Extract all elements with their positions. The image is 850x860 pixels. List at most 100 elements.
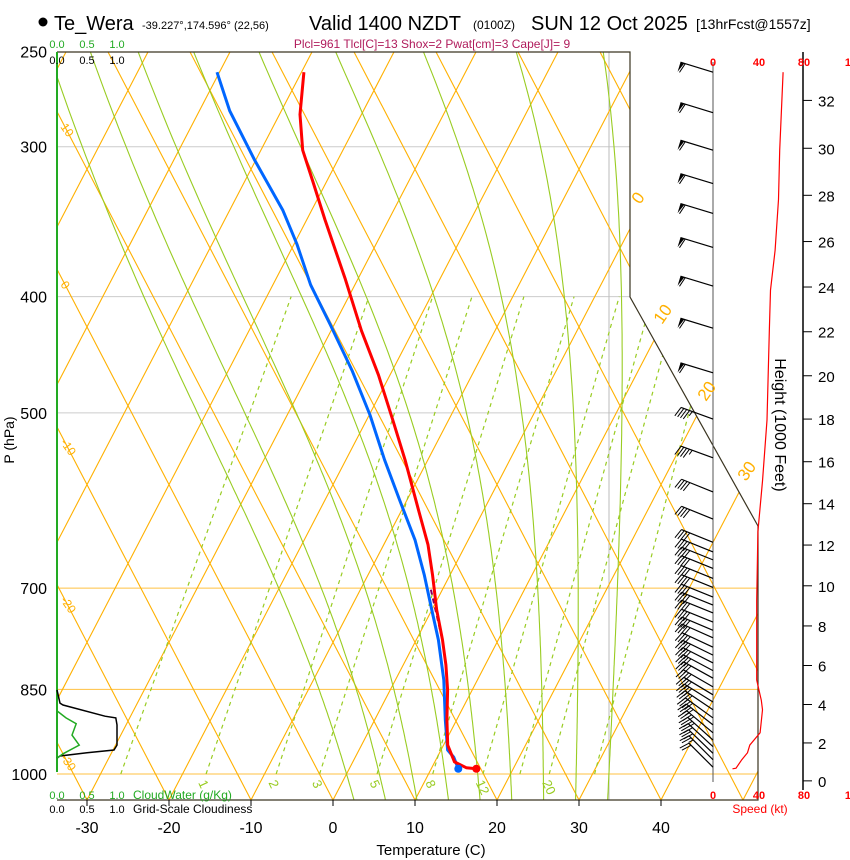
barb-feather [679,174,686,185]
barb-staff [683,669,714,688]
wind-barb [677,202,714,215]
barb-feather [674,632,683,641]
adiabat-label: -10 [58,436,80,459]
isotherm-line [57,52,149,800]
barb-feather [677,480,685,489]
barb-feather [677,641,686,650]
barb-feather [677,446,685,456]
isotherm-label: 10 [650,301,676,327]
barb-feather [680,718,691,726]
barb-feather [677,655,686,664]
barb-feather [674,565,682,575]
barb-feather [679,705,689,713]
dewpoint-line [215,71,460,770]
barb-feather [675,654,684,663]
utc-time: (0100Z) [473,18,515,32]
mixing-ratio-label: 12 [473,778,493,797]
barb-feather [675,683,685,692]
barb-feather [674,583,682,593]
barb-feather [678,678,687,687]
barb-feather [675,669,684,678]
isotherm-line [57,52,231,800]
adiabat-line [189,52,580,800]
barb-pennant [677,318,685,328]
barb-staff [680,236,714,249]
height-tick-label: 8 [818,619,826,636]
barb-feather [677,556,685,566]
wind-barb [677,61,714,73]
barb-feather [679,204,686,214]
mixing-ratio-line [594,296,720,775]
moist-adiabat-line [325,52,513,800]
barb-feather [674,616,683,626]
barb-pennant [677,102,685,113]
barb-pennant [677,140,685,150]
wind-barb [674,555,714,570]
mixing-ratio-line [548,296,680,775]
barb-staff [680,61,714,73]
speed-tick-label-bottom: 0 [710,790,716,802]
cloud-water-tick-top: 0.5 [79,39,94,51]
cloud-water-tick-top: 0.0 [49,39,64,51]
cloud-water-line [56,710,81,759]
mixing-ratio-label: 8 [422,778,439,791]
wind-barb [674,505,714,520]
moist-adiabat-line [129,52,419,800]
cloudiness-tick-bottom: 0.0 [49,804,64,816]
moist-adiabat-line [82,52,387,800]
height-tick-label: 18 [818,412,835,429]
moist-adiabat-line [249,52,481,800]
isotherm-line [250,52,641,800]
height-tick-label: 12 [818,538,835,555]
wind-barb [677,173,714,185]
barb-feather [680,531,688,541]
mixing-ratio-line [275,296,434,775]
barb-feather [677,566,685,576]
barb-feather [674,591,682,601]
adiabat-label: -20 [58,594,80,617]
height-tick-label: 32 [818,93,835,110]
barb-feather [678,716,688,724]
pressure-tick-label: 500 [20,406,47,423]
barb-feather [677,507,685,516]
barb-feather [678,671,687,679]
height-tick-label: 16 [818,455,835,472]
surface-temperature-dot [472,764,481,773]
wind-barb [674,639,714,656]
barb-feather [683,658,692,667]
plot-frame [56,51,804,801]
pressure-tick-label: 700 [20,581,47,598]
height-tick-label: 2 [818,736,826,753]
isotherm-line [86,52,477,800]
barb-feather [680,541,688,550]
barb-feather [683,636,691,645]
barb-staff [680,173,714,185]
cloud-water-tick-bottom: 0.0 [49,790,64,802]
wind-barb [674,529,714,543]
mixing-ratio-line [205,296,370,775]
barb-feather [682,587,691,597]
barb-feather [680,635,688,644]
speed-tick-label-top: 0 [710,57,716,69]
moist-adiabat-line [599,52,623,800]
barb-feather [682,532,691,542]
forecast-date: SUN 12 Oct 2025 [531,13,688,35]
barb-feather [677,710,688,718]
adiabat-line [57,52,170,800]
barb-feather [682,509,691,519]
speed-tick-label-bottom: 80 [798,790,810,802]
cloudiness-tick-bottom: 0.5 [79,804,94,816]
barb-pennant [677,203,685,214]
cloudiness-line [56,689,118,759]
isotherm-label: 20 [694,378,720,404]
pressure-tick-label: 850 [20,682,47,699]
barb-feather [681,725,691,732]
barb-feather [674,608,682,618]
wind-barb [674,445,714,459]
cloudiness-tick-top: 1.0 [109,55,124,67]
wind-barb [677,275,714,287]
barb-feather [680,481,688,490]
barb-staff [680,317,714,329]
mixing-ratio-label: 3 [309,778,326,791]
barb-staff [680,362,714,374]
